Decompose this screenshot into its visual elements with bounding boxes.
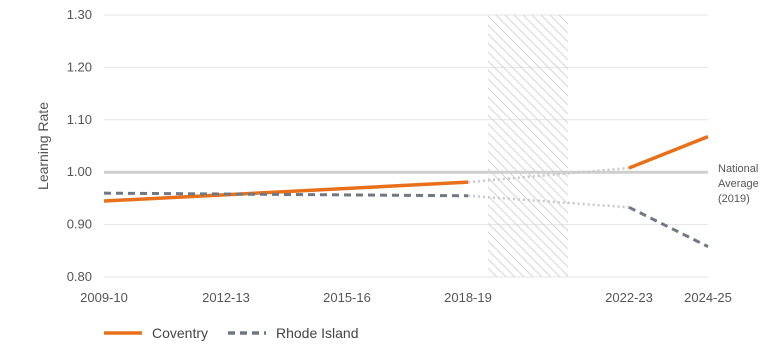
series-lines [103,134,709,248]
y-tick-label: 1.00 [67,164,92,179]
y-axis-ticks: 1.30 1.20 1.10 1.00 0.90 0.80 [67,7,92,284]
hatch-line [558,15,568,25]
x-tick-label: 2024-25 [684,290,732,305]
y-tick-label: 1.10 [67,112,92,127]
legend-label-rhode-island: Rhode Island [276,325,359,341]
hatch-pattern [488,15,764,277]
x-tick-label: 2018-19 [444,290,492,305]
reference-line-label: National Average (2019) [718,163,759,205]
hatch-line [488,222,543,277]
hatch-line [488,177,568,259]
hatch-line [549,15,568,34]
reference-line-text: National Average (2019) [718,163,759,205]
hatch-line [495,15,568,88]
hatch-line [504,15,568,79]
hatch-line [488,51,568,133]
hatch-line [522,15,568,61]
hatch-line [488,168,568,250]
hatch-line [540,15,568,43]
series-gap-coventry [467,166,630,184]
hatch-line [488,150,568,232]
y-tick-label: 1.20 [67,59,92,74]
series-line-coventry-seg1 [103,180,469,203]
gap-lines [467,166,630,209]
hatch-line [488,240,525,277]
y-axis-title: Learning Rate [35,102,51,190]
legend-label-coventry: Coventry [152,325,208,341]
series-line-coventry-seg2 [628,134,709,170]
gridlines [104,14,708,278]
hatch-line [488,87,568,169]
hatch-line [488,276,489,277]
series-line-rhode-island-seg2 [628,205,709,248]
series-line-rhode-island-seg1 [103,191,469,198]
hatch-line [531,15,568,52]
shaded-region [488,15,764,277]
hatch-line [488,267,498,277]
hatch-line [567,15,568,16]
hatch-line [488,42,568,124]
hatch-line [488,69,568,151]
reference-line-text-line: (2019) [718,193,750,205]
hatch-line [488,213,552,277]
reference-line-text-line: National [718,163,758,175]
hatch-line [488,195,568,277]
hatch-line [488,258,507,277]
x-tick-label: 2012-13 [202,290,250,305]
hatch-line [488,78,568,160]
series-gap-rhode-island [467,194,630,209]
hatch-line [488,33,568,115]
hatch-line [488,141,568,223]
hatch-line [513,15,568,70]
hatch-line [488,249,516,277]
x-tick-label: 2022-23 [605,290,653,305]
hatch-line [577,15,764,277]
y-tick-label: 0.90 [67,217,92,232]
hatch-line [488,96,568,178]
legend: Coventry Rhode Island [104,325,359,341]
y-tick-label: 1.30 [67,7,92,22]
hatch-line [488,186,568,268]
x-tick-label: 2009-10 [80,290,128,305]
hatch-line [488,15,568,97]
hatch-line [488,60,568,142]
hatch-line [488,114,568,196]
hatch-line [488,132,568,214]
hatch-line [488,105,568,187]
hatch-line [488,159,568,241]
x-tick-label: 2015-16 [323,290,371,305]
hatch-line [488,204,561,277]
hatch-line [488,24,568,106]
hatch-line [488,231,534,277]
hatch-line [488,123,568,205]
reference-line-text-line: Average [718,178,759,190]
y-tick-label: 0.80 [67,269,92,284]
x-axis-ticks: 2009-10 2012-13 2015-16 2018-19 2022-23 2024-… [80,290,732,305]
